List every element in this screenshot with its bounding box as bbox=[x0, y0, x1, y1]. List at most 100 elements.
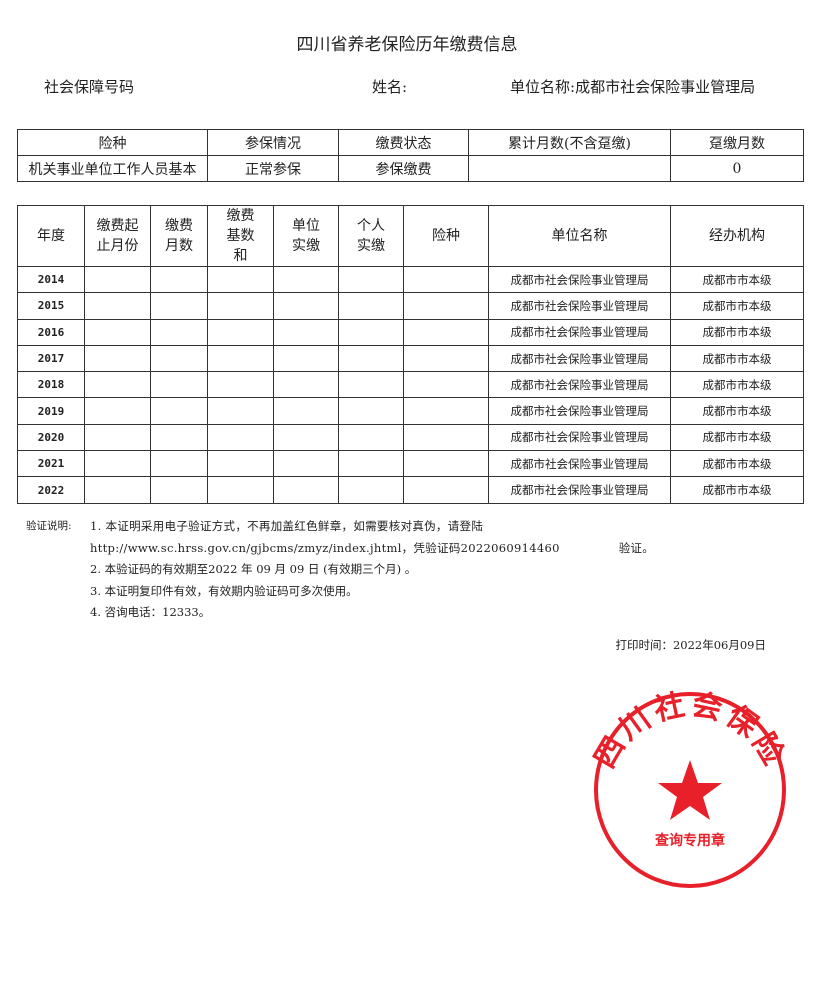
personal-paid-cell bbox=[338, 450, 404, 478]
summary-table: 险种 参保情况 缴费状态 累计月数(不含趸缴) 趸缴月数 机关事业单位工作人员基… bbox=[17, 129, 804, 182]
months-cell bbox=[150, 450, 208, 478]
personal-paid-cell bbox=[338, 292, 404, 320]
period-cell bbox=[84, 265, 151, 294]
verification-notes: 验证说明: 1. 本证明采用电子验证方式，不再加盖红色鲜章，如需要核对真伪，请登… bbox=[26, 516, 790, 624]
header-cell: 年度 bbox=[17, 205, 85, 267]
year-cell: 2014 bbox=[17, 265, 85, 294]
insurance-cell bbox=[403, 476, 489, 504]
insurance-cell bbox=[403, 344, 489, 373]
header-cell: 缴费状态 bbox=[338, 129, 469, 156]
note-item: 3. 本证明复印件有效，有效期内验证码可多次使用。 bbox=[90, 583, 358, 598]
unit-name-cell: 成都市社会保险事业管理局 bbox=[488, 476, 671, 504]
period-cell bbox=[84, 423, 151, 452]
personal-paid-cell bbox=[338, 371, 404, 399]
base-cell bbox=[207, 292, 274, 320]
personal-paid-cell bbox=[338, 318, 404, 346]
unit-name-cell: 成都市社会保险事业管理局 bbox=[488, 450, 671, 478]
period-cell bbox=[84, 344, 151, 373]
insurance-cell bbox=[403, 423, 489, 452]
table-row: 2022 成都市社会保险事业管理局 成都市市本级 bbox=[17, 476, 804, 504]
table-row: 2021 成都市社会保险事业管理局 成都市市本级 bbox=[17, 450, 804, 478]
table-row: 2015 成都市社会保险事业管理局 成都市市本级 bbox=[17, 292, 804, 320]
note-item: 4. 咨询电话：12333。 bbox=[90, 605, 211, 619]
summary-row: 机关事业单位工作人员基本 正常参保 参保缴费 0 bbox=[17, 155, 804, 182]
months-cell bbox=[150, 344, 208, 373]
personal-paid-cell bbox=[338, 265, 404, 294]
header-cell: 单位名称 bbox=[488, 205, 671, 267]
months-cell bbox=[150, 476, 208, 504]
year-cell: 2021 bbox=[17, 450, 85, 478]
months-cell bbox=[150, 397, 208, 425]
insurance-cell bbox=[403, 318, 489, 346]
svg-text:四川社会保险: 四川社会保险 bbox=[590, 690, 790, 774]
months-cell bbox=[150, 292, 208, 320]
period-cell bbox=[84, 476, 151, 504]
year-cell: 2016 bbox=[17, 318, 85, 346]
months-cell bbox=[150, 265, 208, 294]
agency-cell: 成都市市本级 bbox=[670, 476, 804, 504]
period-cell bbox=[84, 292, 151, 320]
personal-paid-cell bbox=[338, 397, 404, 425]
lump-sum-months: 0 bbox=[670, 155, 804, 182]
table-row: 2017 成都市社会保险事业管理局 成都市市本级 bbox=[17, 344, 804, 373]
base-cell bbox=[207, 265, 274, 294]
unit-paid-cell bbox=[273, 476, 339, 504]
detail-table: 年度 缴费起止月份 缴费月数 缴费基数和 单位实缴 个人实缴 险种 单位名称 经… bbox=[17, 205, 804, 504]
table-row: 2019 成都市社会保险事业管理局 成都市市本级 bbox=[17, 397, 804, 425]
star-icon bbox=[658, 760, 722, 820]
detail-header-row: 年度 缴费起止月份 缴费月数 缴费基数和 单位实缴 个人实缴 险种 单位名称 经… bbox=[17, 205, 804, 267]
official-seal-stamp: 四川社会保险 查询专用章 bbox=[590, 690, 790, 888]
months-cell bbox=[150, 423, 208, 452]
header-cell: 缴费月数 bbox=[150, 205, 208, 267]
personal-paid-cell bbox=[338, 423, 404, 452]
header-cell: 参保情况 bbox=[207, 129, 339, 156]
year-cell: 2017 bbox=[17, 344, 85, 373]
base-cell bbox=[207, 344, 274, 373]
base-cell bbox=[207, 318, 274, 346]
unit-paid-cell bbox=[273, 397, 339, 425]
header-cell: 个人实缴 bbox=[338, 205, 404, 267]
header-cell: 经办机构 bbox=[670, 205, 804, 267]
header-cell: 趸缴月数 bbox=[670, 129, 804, 156]
summary-header-row: 险种 参保情况 缴费状态 累计月数(不含趸缴) 趸缴月数 bbox=[17, 129, 804, 156]
agency-cell: 成都市市本级 bbox=[670, 265, 804, 294]
base-cell bbox=[207, 371, 274, 399]
months-cell bbox=[150, 371, 208, 399]
table-row: 2014 成都市社会保险事业管理局 成都市市本级 bbox=[17, 265, 804, 294]
unit-name-cell: 成都市社会保险事业管理局 bbox=[488, 423, 671, 452]
personal-paid-cell bbox=[338, 476, 404, 504]
months-cell bbox=[150, 318, 208, 346]
insurance-cell bbox=[403, 265, 489, 294]
unit-label: 单位名称: bbox=[510, 78, 576, 96]
insurance-cell bbox=[403, 371, 489, 399]
base-cell bbox=[207, 450, 274, 478]
agency-cell: 成都市市本级 bbox=[670, 450, 804, 478]
unit-name-cell: 成都市社会保险事业管理局 bbox=[488, 397, 671, 425]
unit-name-cell: 成都市社会保险事业管理局 bbox=[488, 292, 671, 320]
unit-name-cell: 成都市社会保险事业管理局 bbox=[488, 318, 671, 346]
unit-name: 单位名称:成都市社会保险事业管理局 bbox=[510, 76, 755, 97]
year-cell: 2015 bbox=[17, 292, 85, 320]
notes-label: 验证说明: bbox=[26, 520, 72, 532]
unit-name-cell: 成都市社会保险事业管理局 bbox=[488, 265, 671, 294]
agency-cell: 成都市市本级 bbox=[670, 292, 804, 320]
header-cell: 缴费基数和 bbox=[207, 205, 274, 267]
agency-cell: 成都市市本级 bbox=[670, 344, 804, 373]
svg-text:查询专用章: 查询专用章 bbox=[655, 832, 725, 849]
year-cell: 2022 bbox=[17, 476, 85, 504]
unit-name-cell: 成都市社会保险事业管理局 bbox=[488, 371, 671, 399]
header-cell: 险种 bbox=[403, 205, 489, 267]
header-cell: 险种 bbox=[17, 129, 208, 156]
table-row: 2018 成都市社会保险事业管理局 成都市市本级 bbox=[17, 371, 804, 399]
agency-cell: 成都市市本级 bbox=[670, 371, 804, 399]
unit-value: 成都市社会保险事业管理局 bbox=[575, 78, 756, 96]
enrollment-status: 正常参保 bbox=[207, 155, 339, 182]
period-cell bbox=[84, 318, 151, 346]
page-title: 四川省养老保险历年缴费信息 bbox=[296, 35, 518, 55]
cumulative-months bbox=[468, 155, 671, 182]
ssn-label: 社会保障号码 bbox=[44, 78, 135, 96]
print-time: 打印时间：2022年06月09日 bbox=[615, 638, 766, 652]
insurance-cell bbox=[403, 292, 489, 320]
unit-paid-cell bbox=[273, 371, 339, 399]
base-cell bbox=[207, 476, 274, 504]
